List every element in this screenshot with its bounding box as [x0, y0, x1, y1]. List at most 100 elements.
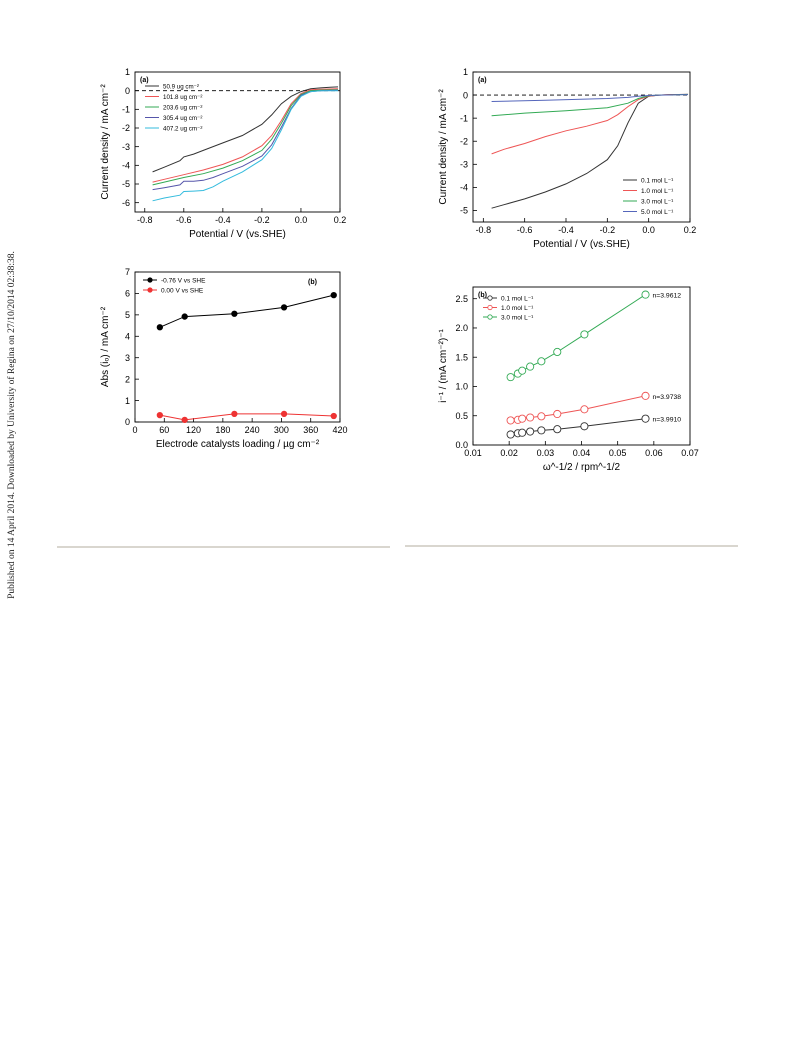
x-tick-label: 0.2 — [334, 215, 347, 225]
y-tick-label: -1 — [460, 113, 468, 123]
series-line — [491, 94, 688, 102]
y-tick-label: -6 — [122, 198, 130, 208]
left-column-rule — [57, 546, 390, 548]
legend-label: 3.0 mol L⁻¹ — [501, 314, 534, 321]
x-tick-label: -0.8 — [137, 215, 153, 225]
right-column-rule — [405, 545, 738, 547]
y-tick-label: 2 — [125, 374, 130, 384]
x-axis-label: Electrode catalysts loading / µg cm⁻² — [156, 439, 320, 450]
data-point — [156, 324, 163, 331]
y-tick-label: -4 — [122, 161, 130, 171]
y-tick-label: -3 — [460, 160, 468, 170]
y-tick-label: 4 — [125, 331, 130, 341]
data-point — [506, 430, 515, 439]
plot-frame — [134, 271, 341, 423]
legend-label: -0.76 V vs SHE — [161, 277, 206, 284]
data-point — [580, 405, 589, 414]
y-tick-label: -5 — [460, 206, 468, 216]
data-point — [641, 391, 650, 400]
x-tick-label: -0.2 — [600, 225, 616, 235]
data-point — [280, 410, 288, 418]
download-notice-text: Published on 14 April 2014. Downloaded b… — [7, 251, 17, 599]
x-tick-label: 0.07 — [681, 448, 699, 458]
y-tick-label: 7 — [125, 267, 130, 277]
x-axis-label: Potential / V (vs.SHE) — [189, 229, 286, 240]
data-point — [553, 409, 562, 419]
y-tick-label: 1.0 — [455, 382, 468, 392]
data-point — [231, 410, 238, 418]
data-point — [641, 290, 650, 299]
data-point — [280, 304, 288, 311]
n-value-label: n=3.9612 — [653, 293, 682, 300]
y-tick-label: -4 — [460, 183, 468, 193]
legend-marker — [487, 295, 493, 301]
series-line — [491, 93, 688, 117]
plot-frame — [134, 71, 341, 213]
x-tick-label: 0.01 — [464, 448, 482, 458]
legend-label: 50.9 ug cm⁻² — [163, 83, 199, 90]
y-tick-label: 5 — [125, 310, 130, 320]
data-point — [537, 412, 546, 421]
download-notice: Published on 14 April 2014. Downloaded b… — [2, 230, 22, 620]
data-point — [553, 425, 562, 434]
y-tick-label: 1 — [125, 67, 130, 77]
x-tick-label: 420 — [332, 425, 347, 435]
legend-label: 0.1 mol L⁻¹ — [641, 177, 674, 184]
legend-label: 203.6 ug cm⁻² — [163, 104, 202, 111]
data-point — [518, 414, 527, 423]
y-tick-label: 1 — [125, 396, 130, 406]
data-point — [580, 422, 589, 431]
x-tick-label: 0.0 — [642, 225, 655, 235]
legend-label: 3.0 mol L⁻¹ — [641, 198, 674, 205]
y-tick-label: 0 — [463, 90, 468, 100]
data-point — [526, 362, 535, 371]
legend-label: 407.2 ug cm⁻² — [163, 125, 202, 132]
y-tick-label: 1.5 — [455, 352, 468, 362]
data-point — [526, 413, 535, 422]
series-line — [491, 93, 688, 155]
x-tick-label: 0.03 — [537, 448, 555, 458]
n-value-label: n=3.9910 — [653, 417, 682, 424]
series-line — [152, 88, 339, 183]
x-tick-label: -0.8 — [476, 225, 492, 235]
x-tick-label: 60 — [159, 425, 169, 435]
data-point — [537, 426, 546, 435]
legend-marker — [487, 314, 493, 320]
legend-label: 1.0 mol L⁻¹ — [501, 305, 534, 312]
x-tick-label: 180 — [215, 425, 230, 435]
y-tick-label: 0 — [125, 86, 130, 96]
y-tick-label: -3 — [122, 142, 130, 152]
data-point — [506, 416, 515, 425]
chart-exchange-current-vs-loading: 0 60 120 180 240 300 360 420 0 1 2 3 4 5 6 7 Electrode c… — [100, 267, 348, 450]
y-tick-label: 0.0 — [455, 440, 468, 450]
data-point — [518, 428, 527, 437]
x-tick-label: -0.2 — [254, 215, 270, 225]
legend-label: 1.0 mol L⁻¹ — [641, 188, 674, 195]
y-tick-label: -1 — [122, 105, 130, 115]
x-tick-label: 0.06 — [645, 448, 663, 458]
legend-label: 101.8 ug cm⁻² — [163, 94, 202, 101]
y-tick-label: 2.5 — [455, 294, 468, 304]
data-point — [518, 366, 527, 375]
data-point — [526, 427, 535, 436]
data-point — [181, 416, 188, 424]
y-axis-label: Current density / mA cm⁻² — [100, 84, 111, 200]
panel-label: (a) — [478, 77, 487, 84]
x-tick-label: 0.04 — [573, 448, 591, 458]
n-value-label: n=3.9738 — [653, 394, 682, 401]
x-tick-label: 360 — [303, 425, 318, 435]
x-tick-label: 240 — [245, 425, 260, 435]
panel-label: (b) — [478, 292, 487, 299]
legend-marker — [487, 304, 493, 311]
x-tick-label: 300 — [274, 425, 289, 435]
y-tick-label: 0.5 — [455, 411, 468, 421]
x-tick-label: -0.6 — [176, 215, 192, 225]
data-point — [156, 411, 163, 419]
legend-marker — [147, 277, 153, 283]
y-tick-label: 0 — [125, 417, 130, 427]
data-point — [641, 414, 650, 423]
series-line — [159, 294, 334, 328]
x-axis-label: Potential / V (vs.SHE) — [533, 239, 630, 250]
panel-label: (a) — [140, 77, 149, 84]
chart-lsv-catalyst-loading: -0.8 -0.6 -0.4 -0.2 0.0 0.2 1 0 -1 -2 -3 -4 -5 -6 Pote… — [100, 67, 347, 240]
